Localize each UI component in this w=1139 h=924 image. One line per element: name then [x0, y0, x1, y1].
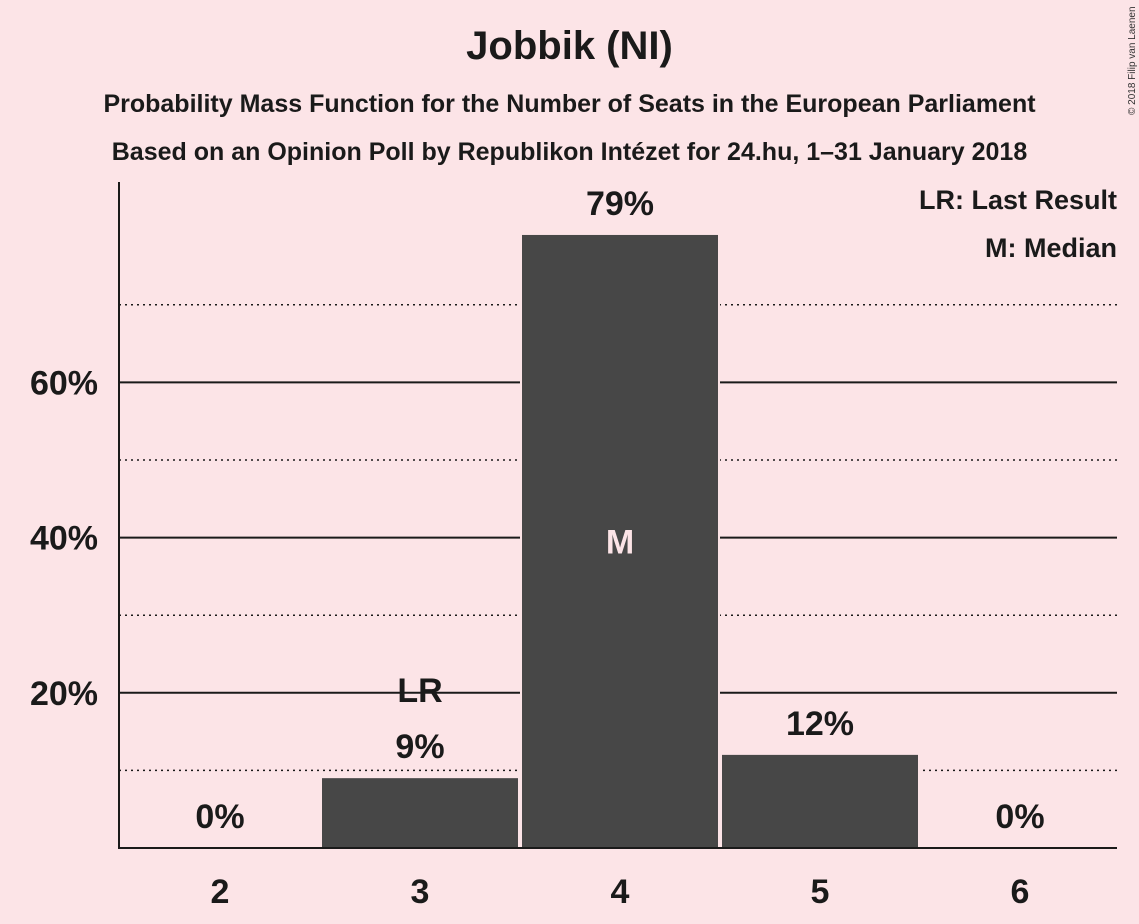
x-tick-label: 3: [411, 873, 430, 911]
y-tick-label: 40%: [30, 520, 98, 558]
legend-median: M: Median: [985, 233, 1117, 263]
value-label: 9%: [395, 728, 444, 766]
bars: [320, 232, 920, 848]
bar-3: [322, 778, 518, 848]
chart-subtitle: Probability Mass Function for the Number…: [103, 90, 1036, 118]
value-label: 79%: [586, 185, 654, 223]
axes: [118, 182, 1117, 849]
x-tick-label: 6: [1011, 873, 1030, 911]
labels: 20% 40% 60% 0% 2 9% 3 79% 4 12% 5 0% 6 LR M: [30, 185, 1045, 911]
legend-last-result: LR: Last Result: [919, 185, 1117, 215]
chart-source-subtitle: Based on an Opinion Poll by Republikon I…: [111, 138, 1028, 166]
value-label: 0%: [995, 798, 1044, 836]
x-tick-label: 2: [211, 873, 230, 911]
bar-4: [522, 234, 718, 848]
y-tick-label: 60%: [30, 364, 98, 402]
x-tick-label: 4: [611, 873, 630, 911]
value-label: 12%: [786, 705, 854, 743]
bar-5: [722, 754, 918, 848]
value-label: 0%: [195, 798, 244, 836]
median-marker: M: [606, 523, 634, 561]
chart-title: Jobbik (NI): [466, 24, 673, 68]
y-tick-label: 20%: [30, 675, 98, 713]
last-result-marker: LR: [397, 672, 442, 710]
x-tick-label: 5: [811, 873, 830, 911]
